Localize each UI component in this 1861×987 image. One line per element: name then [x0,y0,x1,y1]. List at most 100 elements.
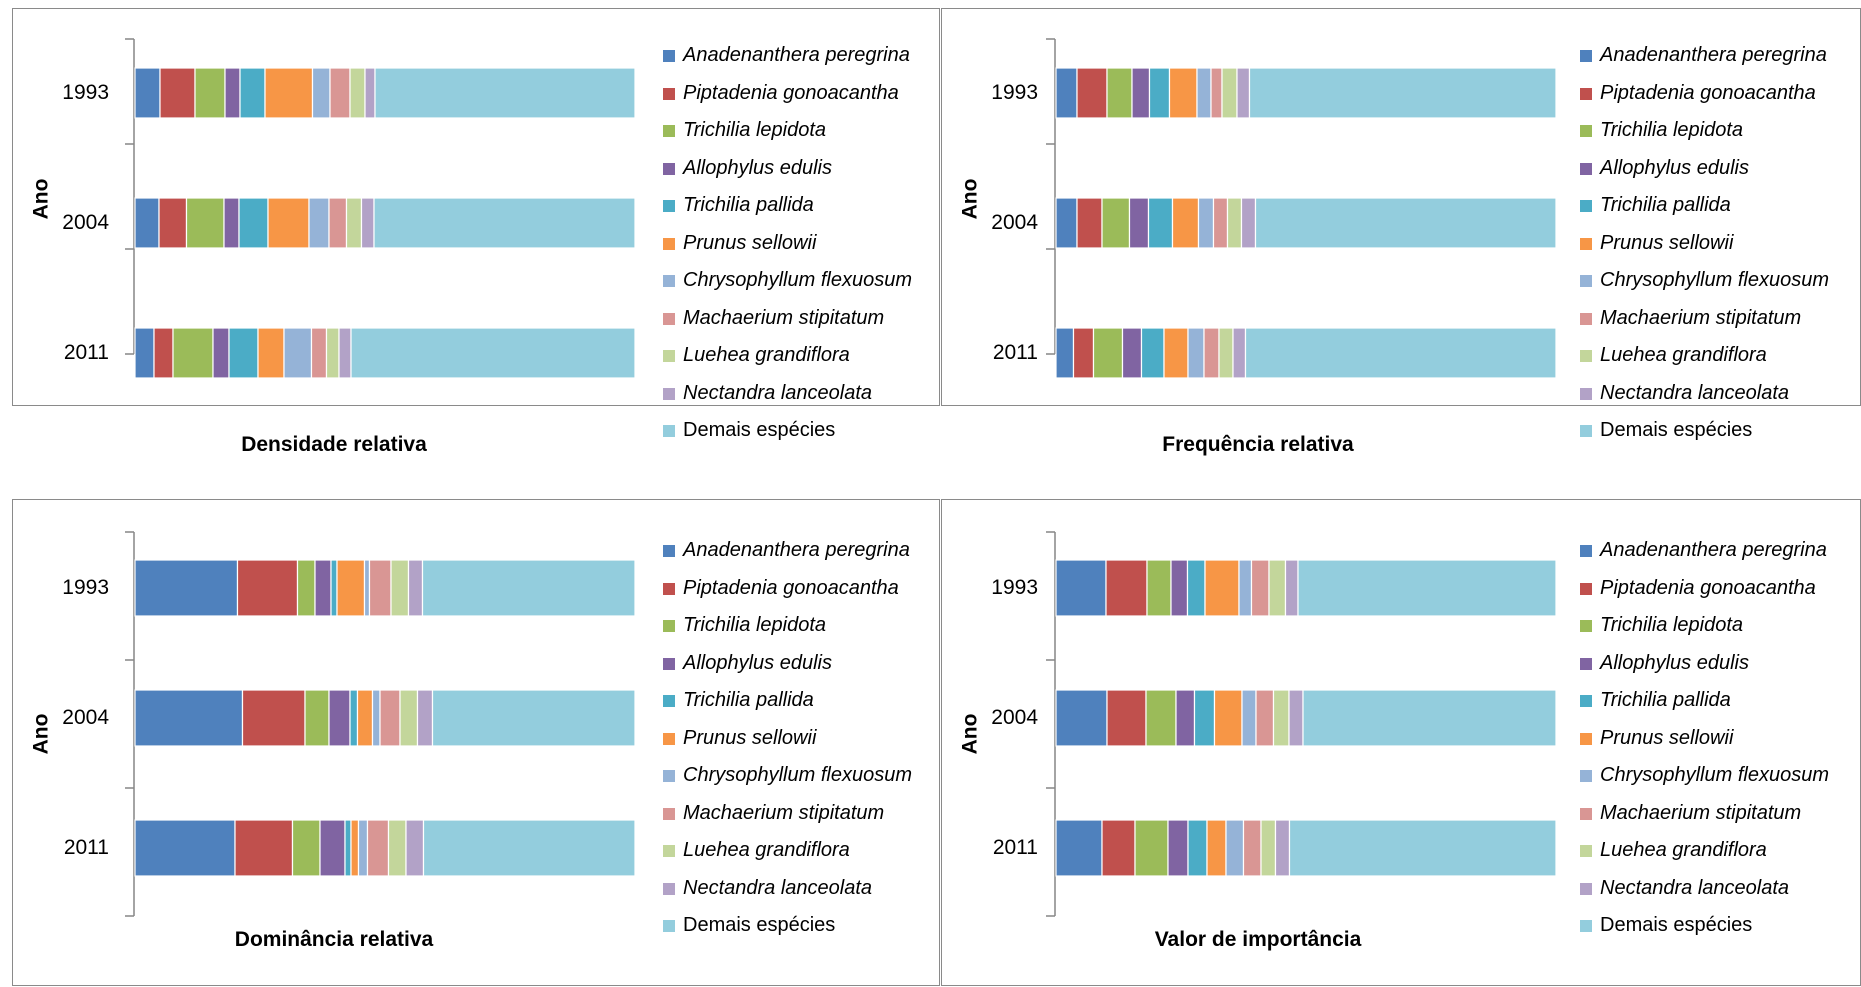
bar-segment [349,67,366,119]
legend-item: Trichilia lepidota [663,607,912,645]
legend-label: Machaerium stipitatum [683,306,885,329]
bar-segment [350,819,360,877]
bar-segment [1187,327,1205,379]
legend-label: Anadenanthera peregrina [1600,539,1827,561]
bar-segment [1274,819,1291,877]
legend-item: Trichilia lepidota [1580,607,1829,645]
legend-item: Trichilia lepidota [663,112,912,150]
bar-segment [1076,197,1103,249]
legend-swatch [1580,770,1592,782]
legend-swatch [663,200,675,212]
chart-panel-dominancia: Ano 1993 2004 2011 Dominância relativa A… [12,499,940,986]
bar-segment [264,67,314,119]
legend-item: Trichilia pallida [1580,682,1829,720]
legend-swatch [1580,200,1592,212]
y-tick-label: 1993 [62,81,109,104]
bar-segment [223,197,240,249]
legend-swatch [1580,882,1592,895]
bar-segment [291,819,321,877]
legend-item: Prunus sellowii [1580,225,1829,263]
legend-swatch [1580,125,1592,137]
bar-segment [1146,559,1172,617]
legend-item: Chrysophyllum flexuosum [663,262,912,300]
legend-label: Piptadenia gonoacantha [1600,576,1816,599]
legend-item: Piptadenia gonoacantha [663,75,912,113]
bar-segment [1218,327,1234,379]
bar-segment [224,67,241,119]
legend-label: Anadenanthera peregrina [1600,44,1827,66]
legend-swatch [1580,657,1592,670]
chart-panel-frequencia: Ano 1993 2004 2011 Frequência relativa A… [941,8,1861,456]
bar-segment [212,327,230,379]
bar-segment [257,327,285,379]
bar-segment [1187,819,1208,877]
legend-swatch [663,920,675,932]
bar-segment [1140,327,1165,379]
legend-item: Nectandra lanceolata [1580,870,1829,908]
legend-item: Allophylus edulis [663,150,912,188]
legend-swatch [1580,87,1592,100]
legend-label: Trichilia pallida [1600,194,1731,216]
bar-segment [366,819,390,877]
bar-segment [319,819,346,877]
plot-area [1046,531,1557,917]
bar-segment [1226,197,1243,249]
bar-segment [1242,819,1262,877]
legend-swatch [663,657,675,670]
bar-segment [1147,197,1174,249]
legend-item: Trichilia pallida [663,682,912,720]
bar-segment [172,327,214,379]
chart-title: Dominância relativa [234,928,434,951]
legend-item: Demais espécies [1580,907,1829,945]
legend-label: Luehea grandiflora [683,344,850,366]
legend-item: Chrysophyllum flexuosum [1580,757,1829,795]
legend-item: Trichilia pallida [1580,187,1829,225]
legend-item: Allophylus edulis [1580,645,1829,683]
bar-segment [1148,67,1171,119]
legend-item: Piptadenia gonoacantha [1580,75,1829,113]
bar-segment [357,819,369,877]
legend-label: Luehea grandiflora [1600,839,1767,861]
legend-swatch [663,87,675,100]
legend-label: Trichilia pallida [1600,689,1731,711]
legend-item: Machaerium stipitatum [1580,300,1829,338]
legend-swatch [663,50,675,62]
bar-segment [1268,559,1287,617]
legend: Anadenanthera peregrina Piptadenia gonoac… [1580,532,1829,945]
legend-label: Anadenanthera peregrina [683,539,910,561]
legend-label: Luehea grandiflora [1600,344,1767,366]
bar-segment [1055,689,1108,747]
legend-item: Demais espécies [663,412,912,450]
legend-swatch [1580,545,1592,557]
chart-title: Valor de importância [1154,928,1362,951]
legend-item: Luehea grandiflora [663,832,912,870]
bar-segment [368,559,392,617]
bar-segment [1175,689,1196,747]
legend-label: Trichilia pallida [683,194,814,216]
legend-item: Anadenanthera peregrina [1580,37,1829,75]
bar-segment [1128,197,1150,249]
bar-segment [239,67,266,119]
legend-swatch [1580,237,1592,250]
bar-segment [1288,689,1304,747]
legend-swatch [1580,620,1592,632]
legend-swatch [663,275,675,287]
legend-label: Trichilia lepidota [683,614,827,636]
legend-item: Piptadenia gonoacantha [663,570,912,608]
legend: Anadenanthera peregrina Piptadenia gonoac… [663,532,912,945]
bar-segment [1197,197,1215,249]
legend-item: Luehea grandiflora [663,337,912,375]
legend-item: Chrysophyllum flexuosum [663,757,912,795]
legend-label: Nectandra lanceolata [683,876,873,899]
legend-item: Machaerium stipitatum [663,795,912,833]
bar-segment [1055,819,1103,877]
bar-segment [1131,67,1151,119]
bar-segment [374,67,636,119]
bar-segment [267,197,310,249]
legend-label: Demais espécies [683,914,836,936]
legend-label: Allophylus edulis [683,651,832,674]
bar-segment [1241,689,1257,747]
bar-segment [328,197,348,249]
bar-segment [405,819,425,877]
bar-segment [1244,327,1557,379]
